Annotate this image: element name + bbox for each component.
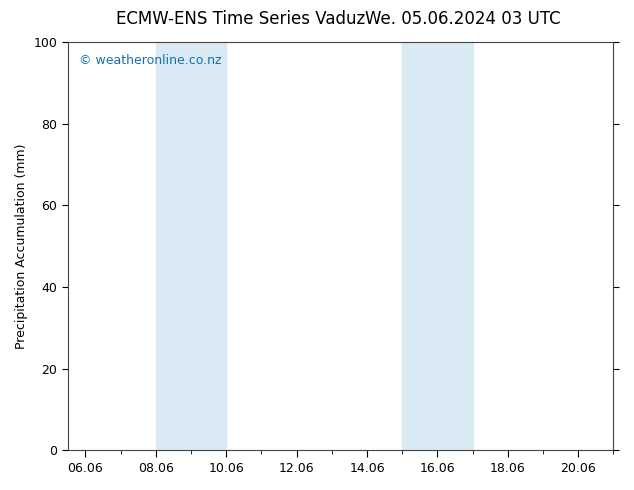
Y-axis label: Precipitation Accumulation (mm): Precipitation Accumulation (mm) [15, 144, 28, 349]
Bar [402, 42, 472, 450]
Bar [156, 42, 226, 450]
Text: We. 05.06.2024 03 UTC: We. 05.06.2024 03 UTC [365, 10, 560, 28]
Text: ECMW-ENS Time Series Vaduz: ECMW-ENS Time Series Vaduz [116, 10, 366, 28]
Text: © weatheronline.co.nz: © weatheronline.co.nz [79, 54, 221, 67]
